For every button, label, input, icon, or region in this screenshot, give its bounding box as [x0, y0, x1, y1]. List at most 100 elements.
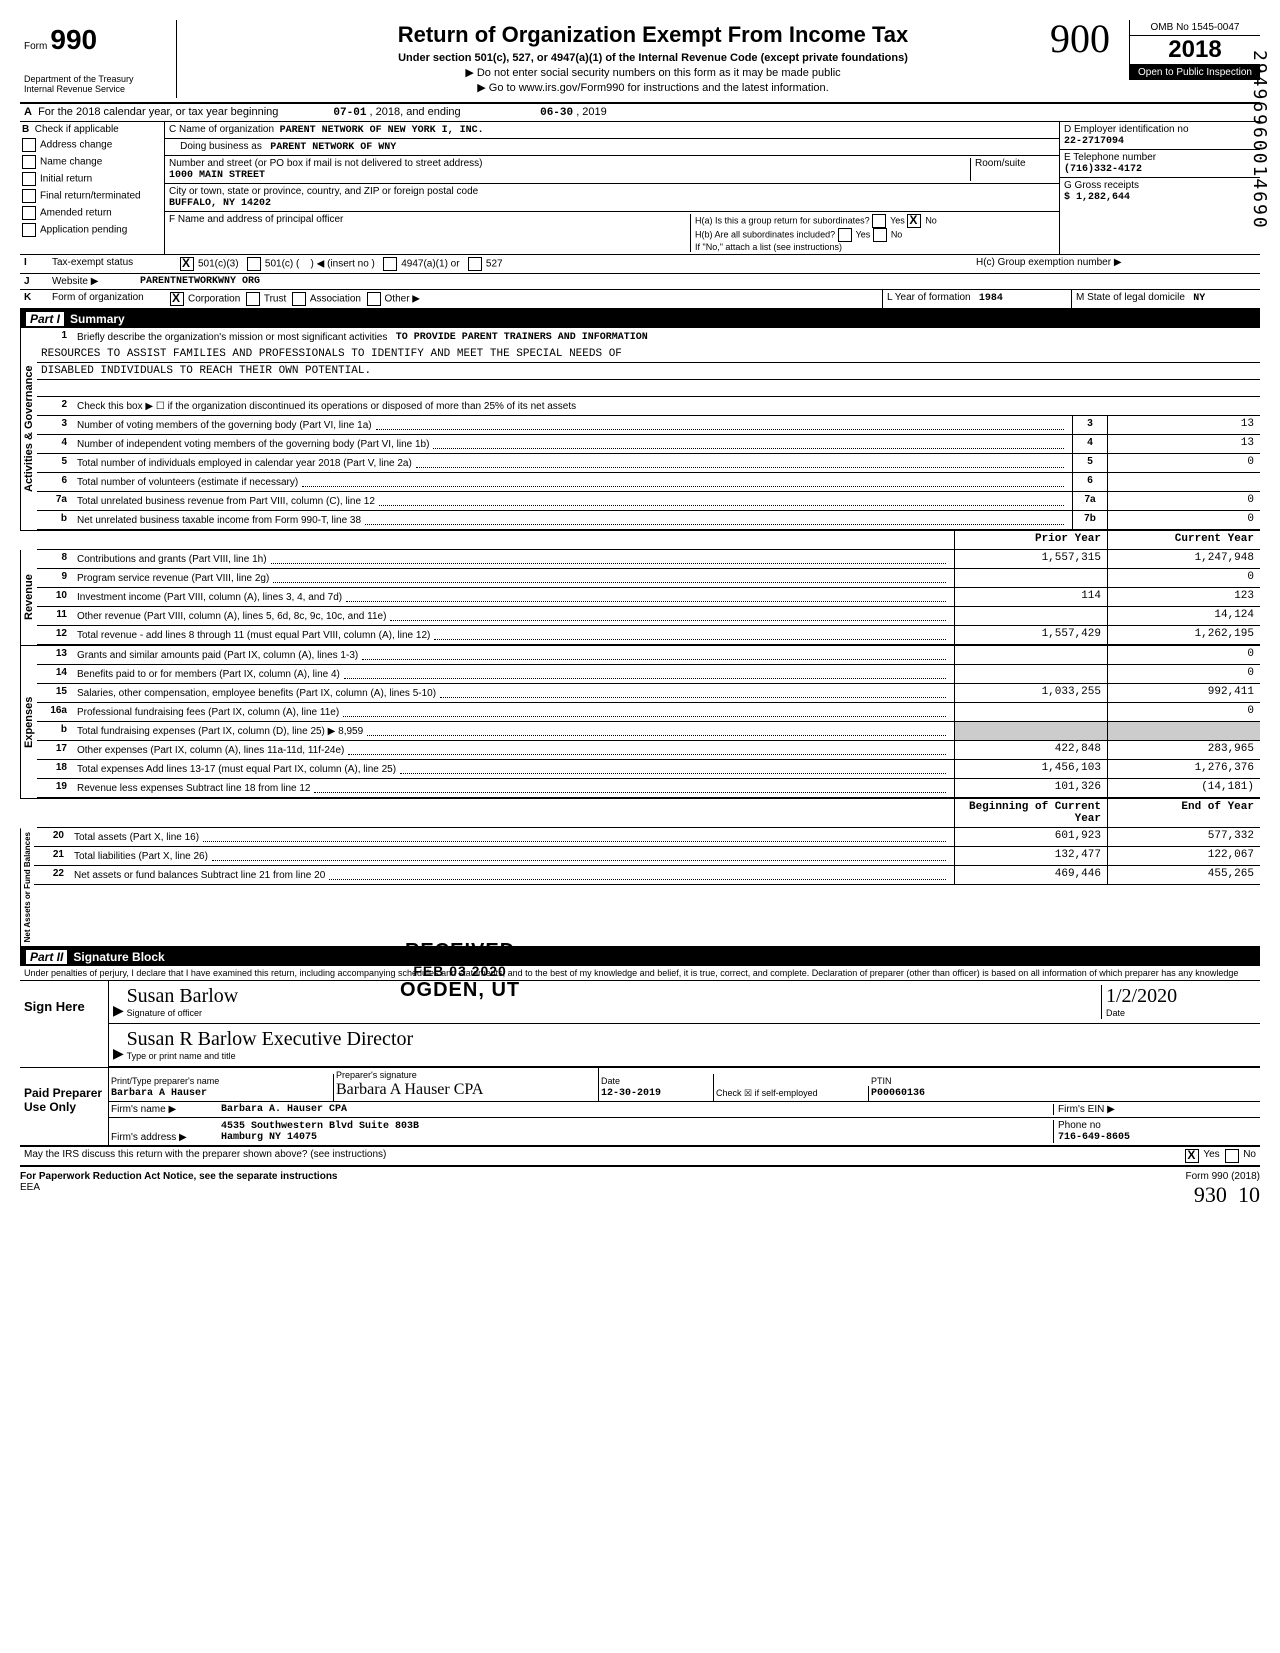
part-1-title: Summary [70, 312, 125, 326]
line-15: 15Salaries, other compensation, employee… [37, 684, 1260, 703]
c-label: C Name of organization [169, 124, 274, 135]
hb-yes-checkbox[interactable] [838, 228, 852, 242]
k-label: K [20, 290, 48, 308]
line-14: 14Benefits paid to or for members (Part … [37, 665, 1260, 684]
line-16a: 16aProfessional fundraising fees (Part I… [37, 703, 1260, 722]
i-label: I [20, 255, 48, 273]
discuss-row: May the IRS discuss this return with the… [20, 1147, 1260, 1166]
firm-name-row: Firm's name ▶ Barbara A. Hauser CPA Firm… [109, 1102, 1260, 1118]
city-line: City or town, state or province, country… [165, 184, 1059, 212]
hb-no-checkbox[interactable] [873, 228, 887, 242]
ptin-label: PTIN [871, 1076, 892, 1086]
website-value: PARENTNETWORKWNY ORG [136, 274, 1260, 289]
form-number: 990 [50, 24, 97, 55]
4947-checkbox[interactable] [383, 257, 397, 271]
part-2-title: Signature Block [73, 950, 164, 964]
checkbox-final-return-terminated[interactable]: Final return/terminated [22, 189, 162, 203]
stamp-location: OGDEN, UT [400, 979, 520, 1002]
527-checkbox[interactable] [468, 257, 482, 271]
501c3-checkbox[interactable] [180, 257, 194, 271]
sign-here-label: Sign Here [20, 981, 108, 1067]
revenue-section: Revenue 8Contributions and grants (Part … [20, 550, 1260, 646]
side-barcode-digits: 29496960014690 [1249, 50, 1270, 230]
trust-checkbox[interactable] [246, 292, 260, 306]
current-year-header: Current Year [1107, 531, 1260, 549]
dba-label: Doing business as [180, 141, 262, 152]
omb-number: OMB No 1545-0047 [1130, 20, 1260, 35]
h-group: H(a) Is this a group return for subordin… [690, 214, 1055, 252]
open-inspection: Open to Public Inspection [1130, 65, 1260, 80]
year-formation: 1984 [979, 293, 1003, 304]
corp-checkbox[interactable] [170, 292, 184, 306]
assoc-checkbox[interactable] [292, 292, 306, 306]
line-10: 10Investment income (Part VIII, column (… [37, 588, 1260, 607]
prep-name: Barbara A Hauser [111, 1088, 207, 1099]
line-8: 8Contributions and grants (Part VIII, li… [37, 550, 1260, 569]
firm-addr-label: Firm's address ▶ [111, 1132, 221, 1143]
e-label: E Telephone number [1064, 152, 1156, 163]
gov-line-b: bNet unrelated business taxable income f… [37, 511, 1260, 530]
checkbox-amended-return[interactable]: Amended return [22, 206, 162, 220]
ha-yes-checkbox[interactable] [872, 214, 886, 228]
column-b-checkboxes: B Check if applicable Address changeName… [20, 122, 165, 254]
street-line: Number and street (or PO box if mail is … [165, 156, 1059, 184]
checkbox-address-change[interactable]: Address change [22, 138, 162, 152]
note-ssn: ▶ Do not enter social security numbers o… [185, 66, 1121, 79]
website-label: Website ▶ [48, 274, 136, 289]
page-footer: For Paperwork Reduction Act Notice, see … [20, 1166, 1260, 1208]
begin-date: 07-01 [333, 107, 366, 119]
discuss-yes-checkbox[interactable] [1185, 1149, 1199, 1163]
gov-line-3: 3Number of voting members of the governi… [37, 416, 1260, 435]
gov-line-6: 6Total number of volunteers (estimate if… [37, 473, 1260, 492]
hb-label: H(b) Are all subordinates included? [695, 229, 835, 239]
vtab-netassets: Net Assets or Fund Balances [20, 828, 34, 946]
line-12: 12Total revenue - add lines 8 through 11… [37, 626, 1260, 645]
line-b: bTotal fundraising expenses (Part IX, co… [37, 722, 1260, 741]
main-title: Return of Organization Exempt From Incom… [185, 22, 1121, 48]
sign-here-section: Sign Here ▶ Susan Barlow Signature of of… [20, 981, 1260, 1067]
eoy-header: End of Year [1107, 799, 1260, 827]
line1-label: Briefly describe the organization's miss… [77, 332, 387, 343]
state-domicile: NY [1193, 293, 1205, 304]
form-org-label: Form of organization [48, 290, 166, 308]
tax-year: 2018 [1130, 35, 1260, 65]
vtab-activities: Activities & Governance [20, 328, 37, 530]
revenue-header: X Prior Year Current Year [20, 531, 1260, 550]
line-22: 22Net assets or fund balances Subtract l… [34, 866, 1260, 885]
checkbox-name-change[interactable]: Name change [22, 155, 162, 169]
part-1-label: Part I [26, 312, 64, 326]
tax-exempt-label: Tax-exempt status [48, 255, 176, 273]
dba-value: PARENT NETWORK OF WNY [270, 142, 396, 153]
d-label: D Employer identification no [1064, 124, 1189, 135]
section-b-through-h: B Check if applicable Address changeName… [20, 122, 1260, 255]
handwritten-930: 930 [1194, 1182, 1227, 1207]
form-header: Form 990 Department of the Treasury Inte… [20, 20, 1260, 104]
preparer-row-1: Print/Type preparer's name Barbara A Hau… [109, 1068, 1260, 1102]
sign-date: 1/2/2020 [1106, 985, 1177, 1007]
ha-no-checkbox[interactable] [907, 214, 921, 228]
handwritten-10: 10 [1238, 1182, 1260, 1207]
other-checkbox[interactable] [367, 292, 381, 306]
part-1-bar: Part I Summary [20, 310, 1260, 328]
discuss-no-checkbox[interactable] [1225, 1149, 1239, 1163]
prep-signature: Barbara A Hauser CPA [336, 1081, 483, 1098]
row-a-label: A [24, 106, 32, 118]
gross-line: G Gross receipts $ 1,282,644 [1060, 178, 1260, 205]
paid-preparer-label: Paid Preparer Use Only [20, 1068, 108, 1145]
line-17: 17Other expenses (Part IX, column (A), l… [37, 741, 1260, 760]
g-label: G Gross receipts [1064, 180, 1139, 191]
org-name: PARENT NETWORK OF NEW YORK I, INC. [280, 125, 484, 136]
line-11: 11Other revenue (Part VIII, column (A), … [37, 607, 1260, 626]
ein-value: 22-2717094 [1064, 136, 1124, 147]
gross-value: $ 1,282,644 [1064, 192, 1130, 203]
check-if-applicable: Check if applicable [35, 124, 119, 135]
checkbox-application-pending[interactable]: Application pending [22, 223, 162, 237]
501c-checkbox[interactable] [247, 257, 261, 271]
org-name-line: C Name of organization PARENT NETWORK OF… [165, 122, 1059, 139]
omb-box: OMB No 1545-0047 2018 Open to Public Ins… [1129, 20, 1260, 80]
firm-name-label: Firm's name ▶ [111, 1104, 221, 1115]
city-label: City or town, state or province, country… [169, 186, 478, 197]
boy-header: Beginning of Current Year [954, 799, 1107, 827]
checkbox-initial-return[interactable]: Initial return [22, 172, 162, 186]
m-label: M State of legal domicile [1076, 292, 1185, 303]
